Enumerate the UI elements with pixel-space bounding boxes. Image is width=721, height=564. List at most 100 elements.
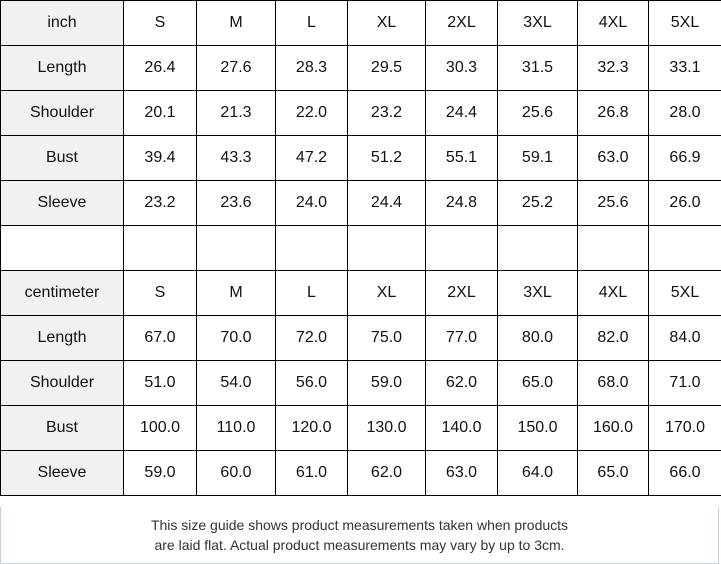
size-header: M <box>196 270 276 316</box>
measurement-value: 47.2 <box>275 135 348 181</box>
measurement-value: 68.0 <box>577 360 649 406</box>
measurement-value: 150.0 <box>497 405 578 451</box>
measurement-value: 77.0 <box>425 315 498 361</box>
measurement-value: 63.0 <box>577 135 649 181</box>
size-header: L <box>275 0 348 46</box>
size-header: L <box>275 270 348 316</box>
measurement-value: 63.0 <box>425 450 498 496</box>
measurement-value: 51.0 <box>123 360 197 406</box>
empty-cell <box>275 225 348 271</box>
measurement-label: Length <box>0 45 124 91</box>
size-header: S <box>123 270 197 316</box>
measurement-value: 82.0 <box>577 315 649 361</box>
measurement-value: 24.8 <box>425 180 498 226</box>
size-header: 3XL <box>497 270 578 316</box>
measurement-value: 25.6 <box>497 90 578 136</box>
measurement-value: 70.0 <box>196 315 276 361</box>
measurement-value: 59.1 <box>497 135 578 181</box>
measurement-value: 80.0 <box>497 315 578 361</box>
measurement-label: Shoulder <box>0 90 124 136</box>
measurement-value: 43.3 <box>196 135 276 181</box>
measurement-value: 33.1 <box>648 45 721 91</box>
empty-cell <box>123 225 197 271</box>
unit-label: centimeter <box>0 270 124 316</box>
table-row: Sleeve 23.2 23.6 24.0 24.4 24.8 25.2 25.6 26.0 <box>0 180 721 226</box>
spacer-row <box>0 225 721 271</box>
measurement-label: Sleeve <box>0 180 124 226</box>
measurement-label: Bust <box>0 135 124 181</box>
table-row: Length 67.0 70.0 72.0 75.0 77.0 80.0 82.0 84.0 <box>0 315 721 361</box>
size-header: 5XL <box>648 270 721 316</box>
measurement-label: Bust <box>0 405 124 451</box>
measurement-value: 65.0 <box>577 450 649 496</box>
measurement-value: 28.0 <box>648 90 721 136</box>
measurement-value: 20.1 <box>123 90 197 136</box>
measurement-value: 24.4 <box>425 90 498 136</box>
measurement-label: Sleeve <box>0 450 124 496</box>
empty-cell <box>577 225 649 271</box>
table-row: Sleeve 59.0 60.0 61.0 62.0 63.0 64.0 65.0 66.0 <box>0 450 721 496</box>
size-guide-note: This size guide shows product measuremen… <box>0 507 719 564</box>
table-row: Length 26.4 27.6 28.3 29.5 30.3 31.5 32.3 33.1 <box>0 45 721 91</box>
measurement-value: 61.0 <box>275 450 348 496</box>
measurement-value: 160.0 <box>577 405 649 451</box>
size-header: S <box>123 0 197 46</box>
empty-cell <box>347 225 426 271</box>
size-header: 2XL <box>425 270 498 316</box>
measurement-value: 60.0 <box>196 450 276 496</box>
empty-cell <box>0 225 124 271</box>
measurement-value: 21.3 <box>196 90 276 136</box>
empty-cell <box>648 225 721 271</box>
size-header: 3XL <box>497 0 578 46</box>
table-row: Bust 100.0 110.0 120.0 130.0 140.0 150.0 160.0 1… <box>0 405 721 451</box>
measurement-label: Shoulder <box>0 360 124 406</box>
measurement-value: 27.6 <box>196 45 276 91</box>
measurement-value: 84.0 <box>648 315 721 361</box>
measurement-value: 32.3 <box>577 45 649 91</box>
measurement-value: 75.0 <box>347 315 426 361</box>
measurement-value: 59.0 <box>123 450 197 496</box>
measurement-value: 25.2 <box>497 180 578 226</box>
measurement-value: 31.5 <box>497 45 578 91</box>
measurement-value: 59.0 <box>347 360 426 406</box>
measurement-value: 23.6 <box>196 180 276 226</box>
note-line-1: This size guide shows product measuremen… <box>150 517 569 533</box>
measurement-value: 71.0 <box>648 360 721 406</box>
size-header: 4XL <box>577 270 649 316</box>
measurement-value: 23.2 <box>123 180 197 226</box>
measurement-value: 130.0 <box>347 405 426 451</box>
measurement-value: 29.5 <box>347 45 426 91</box>
note-line-2: are laid flat. Actual product measuremen… <box>154 537 565 553</box>
measurement-value: 23.2 <box>347 90 426 136</box>
measurement-value: 64.0 <box>497 450 578 496</box>
size-header: 2XL <box>425 0 498 46</box>
table-row: Shoulder 51.0 54.0 56.0 59.0 62.0 65.0 68.0 71.0 <box>0 360 721 406</box>
measurement-value: 25.6 <box>577 180 649 226</box>
measurement-value: 72.0 <box>275 315 348 361</box>
unit-label: inch <box>0 0 124 46</box>
measurement-value: 62.0 <box>347 450 426 496</box>
measurement-value: 55.1 <box>425 135 498 181</box>
measurement-value: 24.4 <box>347 180 426 226</box>
measurement-value: 22.0 <box>275 90 348 136</box>
measurement-value: 66.0 <box>648 450 721 496</box>
measurement-value: 26.0 <box>648 180 721 226</box>
measurement-value: 24.0 <box>275 180 348 226</box>
measurement-value: 54.0 <box>196 360 276 406</box>
measurement-value: 26.8 <box>577 90 649 136</box>
measurement-label: Length <box>0 315 124 361</box>
size-header: XL <box>347 0 426 46</box>
measurement-value: 56.0 <box>275 360 348 406</box>
empty-cell <box>497 225 578 271</box>
measurement-value: 30.3 <box>425 45 498 91</box>
table-row: Bust 39.4 43.3 47.2 51.2 55.1 59.1 63.0 66.9 <box>0 135 721 181</box>
measurement-value: 51.2 <box>347 135 426 181</box>
measurement-value: 65.0 <box>497 360 578 406</box>
measurement-value: 28.3 <box>275 45 348 91</box>
size-header: M <box>196 0 276 46</box>
measurement-value: 66.9 <box>648 135 721 181</box>
table-row: Shoulder 20.1 21.3 22.0 23.2 24.4 25.6 26.8 28.0 <box>0 90 721 136</box>
measurement-value: 140.0 <box>425 405 498 451</box>
measurement-value: 120.0 <box>275 405 348 451</box>
measurement-value: 67.0 <box>123 315 197 361</box>
